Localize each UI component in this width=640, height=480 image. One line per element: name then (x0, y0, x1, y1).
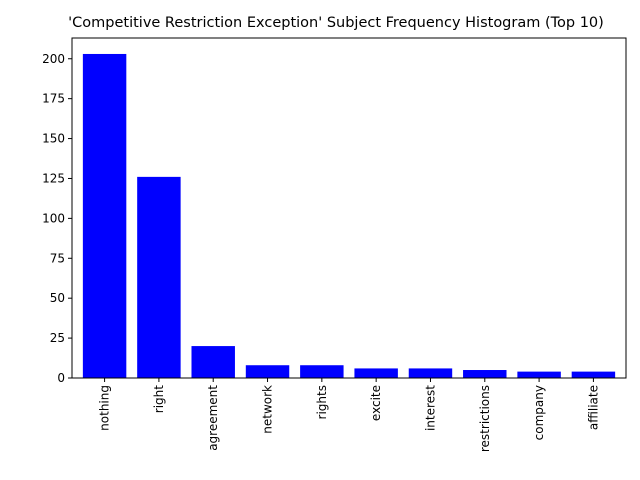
y-tick-label: 75 (50, 251, 65, 265)
plot-frame (71, 37, 627, 379)
y-tick-label: 175 (42, 92, 65, 106)
x-axis: nothing right agreement network rights excite… (98, 378, 600, 452)
bar-company (517, 371, 561, 378)
bar-rights (300, 365, 344, 378)
bar-interest (408, 368, 453, 378)
x-tick-label: nothing (98, 385, 112, 431)
x-tick-label: company (532, 385, 546, 440)
y-tick-label: 25 (50, 331, 65, 345)
y-tick-label: 100 (42, 211, 65, 225)
bar-network (245, 365, 290, 378)
chart-title: 'Competitive Restriction Exception' Subj… (68, 15, 604, 31)
y-tick-label: 150 (42, 132, 65, 146)
x-tick-label: interest (423, 385, 437, 431)
x-tick-label: rights (315, 385, 329, 419)
bar-restrictions (463, 370, 507, 378)
x-tick-label: affiliate (586, 385, 600, 430)
bar-excite (354, 368, 398, 378)
x-tick-label: restrictions (478, 385, 492, 452)
y-axis: 0 25 50 75 100 125 150 175 200 (42, 52, 72, 385)
y-tick-label: 0 (57, 371, 65, 385)
bar-right (137, 176, 181, 378)
bar-agreement (191, 346, 235, 378)
bars-group (82, 53, 616, 379)
x-tick-label: right (152, 385, 166, 413)
y-tick-label: 125 (42, 171, 65, 185)
x-tick-label: excite (369, 385, 383, 421)
bar-affiliate (571, 371, 616, 378)
x-tick-label: network (261, 385, 275, 434)
y-tick-label: 50 (50, 291, 65, 305)
y-tick-label: 200 (42, 52, 65, 66)
x-tick-label: agreement (206, 385, 220, 451)
bar-nothing (82, 53, 127, 379)
